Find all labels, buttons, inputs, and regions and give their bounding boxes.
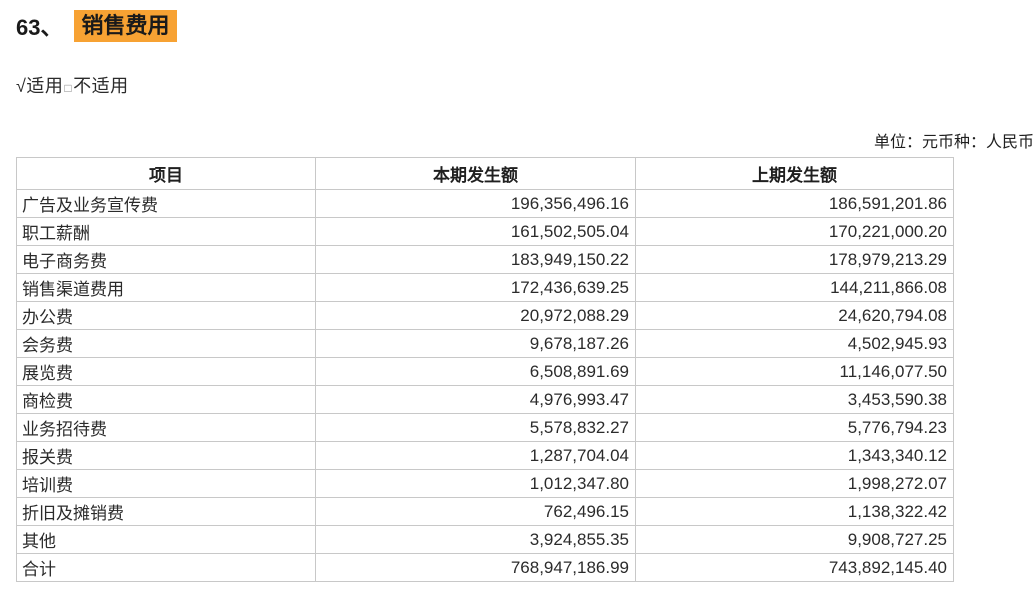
amount-cell: 9,678,187.26 [315,329,636,358]
applicability-line: √适用□不适用 [16,72,129,98]
item-cell: 培训费 [16,469,316,498]
item-cell: 商检费 [16,385,316,414]
amount-cell: 768,947,186.99 [315,553,636,582]
item-cell: 办公费 [16,301,316,330]
amount-cell: 5,578,832.27 [315,413,636,442]
amount-cell: 144,211,866.08 [635,273,954,302]
table-row: 业务招待费 5,578,832.27 5,776,794.23 [16,413,954,442]
unit-currency-note: 单位：元币种：人民币 [873,134,1034,151]
applicable-checked-label: √适用 [16,76,64,96]
amount-cell: 1,138,322.42 [635,497,954,526]
amount-cell: 762,496.15 [315,497,636,526]
amount-cell: 172,436,639.25 [315,273,636,302]
amount-cell: 161,502,505.04 [315,217,636,246]
table-row: 职工薪酬 161,502,505.04 170,221,000.20 [16,217,954,246]
table-row: 广告及业务宣传费 196,356,496.16 186,591,201.86 [16,189,954,218]
table-row: 折旧及摊销费 762,496.15 1,138,322.42 [16,497,954,526]
table-row: 销售渠道费用 172,436,639.25 144,211,866.08 [16,273,954,302]
not-applicable-label: 不适用 [73,76,129,96]
table-row: 会务费 9,678,187.26 4,502,945.93 [16,329,954,358]
table-header-row: 项目 本期发生额 上期发生额 [16,157,954,190]
amount-cell: 1,287,704.04 [315,441,636,470]
table-row: 培训费 1,012,347.80 1,998,272.07 [16,469,954,498]
table-row: 办公费 20,972,088.29 24,620,794.08 [16,301,954,330]
item-cell: 广告及业务宣传费 [16,189,316,218]
item-cell: 其他 [16,525,316,554]
item-cell: 电子商务费 [16,245,316,274]
amount-cell: 1,343,340.12 [635,441,954,470]
item-cell: 职工薪酬 [16,217,316,246]
amount-cell: 4,976,993.47 [315,385,636,414]
item-cell: 展览费 [16,357,316,386]
amount-cell: 196,356,496.16 [315,189,636,218]
amount-cell: 178,979,213.29 [635,245,954,274]
column-header-prior-period: 上期发生额 [635,157,954,190]
amount-cell: 5,776,794.23 [635,413,954,442]
amount-cell: 186,591,201.86 [635,189,954,218]
amount-cell: 1,012,347.80 [315,469,636,498]
item-cell: 销售渠道费用 [16,273,316,302]
item-cell: 业务招待费 [16,413,316,442]
expense-table-body: 广告及业务宣传费 196,356,496.16 186,591,201.86 职工薪酬… [16,189,954,582]
amount-cell: 6,508,891.69 [315,357,636,386]
total-row: 合计 768,947,186.99 743,892,145.40 [16,553,954,582]
heading-highlight: 销售费用 [74,10,177,43]
amount-cell: 11,146,077.50 [635,357,954,386]
item-cell: 合计 [16,553,316,582]
column-header-current-period: 本期发生额 [315,157,636,190]
amount-cell: 1,998,272.07 [635,469,954,498]
table-row: 商检费 4,976,993.47 3,453,590.38 [16,385,954,414]
item-cell: 折旧及摊销费 [16,497,316,526]
table-row: 报关费 1,287,704.04 1,343,340.12 [16,441,954,470]
table-row: 其他 3,924,855.35 9,908,727.25 [16,525,954,554]
amount-cell: 183,949,150.22 [315,245,636,274]
amount-cell: 4,502,945.93 [635,329,954,358]
amount-cell: 170,221,000.20 [635,217,954,246]
table-row: 展览费 6,508,891.69 11,146,077.50 [16,357,954,386]
table-row: 电子商务费 183,949,150.22 178,979,213.29 [16,245,954,274]
checkbox-empty-icon: □ [64,81,73,95]
amount-cell: 3,924,855.35 [315,525,636,554]
selling-expense-table: 项目 本期发生额 上期发生额 广告及业务宣传费 196,356,496.16 186… [16,157,954,582]
item-cell: 会务费 [16,329,316,358]
amount-cell: 3,453,590.38 [635,385,954,414]
item-cell: 报关费 [16,441,316,470]
amount-cell: 9,908,727.25 [635,525,954,554]
amount-cell: 20,972,088.29 [315,301,636,330]
amount-cell: 24,620,794.08 [635,301,954,330]
section-number: 63、 [16,15,63,41]
amount-cell: 743,892,145.40 [635,553,954,582]
section-heading: 63、 销售费用 [16,10,177,43]
column-header-item: 项目 [16,157,316,190]
